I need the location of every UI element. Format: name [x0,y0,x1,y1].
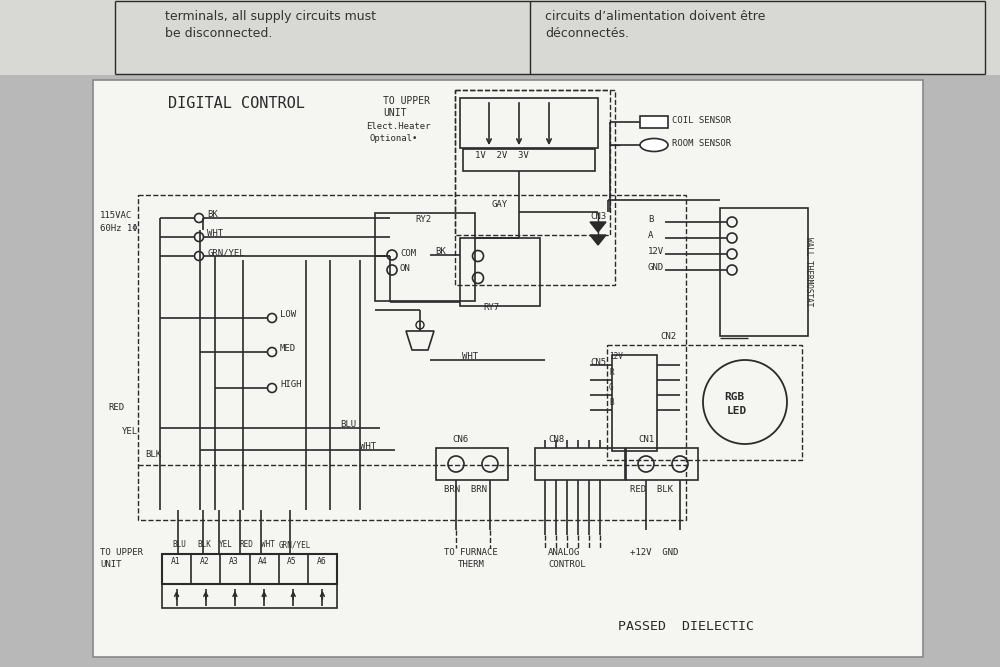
Text: A2: A2 [200,557,210,566]
Text: PASSED  DIELECTIC: PASSED DIELECTIC [618,620,754,633]
Text: CONTROL: CONTROL [548,560,586,569]
Text: ROOM SENSOR: ROOM SENSOR [672,139,731,148]
Text: 12V: 12V [648,247,664,256]
Text: B: B [609,398,614,407]
Text: GAY: GAY [492,200,508,209]
Text: circuits d’alimentation doivent être
déconnectés.: circuits d’alimentation doivent être déc… [545,10,765,40]
Text: 1V  2V  3V: 1V 2V 3V [475,151,529,160]
Text: +12V  GND: +12V GND [630,548,678,557]
Text: WHT: WHT [261,540,275,549]
Bar [375,213,475,301]
Text: WALL THERMOSTAT: WALL THERMOSTAT [804,237,813,307]
Text: TO FURNACE: TO FURNACE [444,548,498,557]
Bar [455,90,615,285]
Polygon shape [590,222,606,232]
Text: THERM: THERM [458,560,485,569]
Bar [612,355,657,451]
Text: COM: COM [400,249,416,258]
Text: RGB: RGB [724,392,744,402]
Bar [626,448,698,480]
Text: BK: BK [207,210,218,219]
Text: RY2: RY2 [415,215,431,224]
Text: Optional•: Optional• [370,134,418,143]
Bar [460,238,540,306]
Bar [138,195,686,520]
Bar [455,90,610,235]
Text: 12V: 12V [609,352,623,361]
Text: RED: RED [240,540,254,549]
Text: GND: GND [648,263,664,272]
Bar [640,116,668,128]
Text: R: R [609,368,614,377]
Text: CN2: CN2 [660,332,676,341]
Text: RED: RED [108,403,124,412]
Text: CN5: CN5 [590,358,606,367]
Bar [720,208,808,336]
Text: YEL: YEL [219,540,233,549]
Text: BRN  BRN: BRN BRN [444,485,487,494]
Text: ANALOG: ANALOG [548,548,580,557]
Text: CN1: CN1 [638,435,654,444]
Text: G: G [609,383,614,392]
Polygon shape [590,235,606,245]
Text: Elect.Heater: Elect.Heater [366,122,430,131]
Text: A5: A5 [287,557,297,566]
Text: WHT: WHT [207,229,223,238]
Text: WHT: WHT [462,352,478,361]
Text: YEL: YEL [122,427,138,436]
Text: LED: LED [727,406,747,416]
Bar [0,0,1000,75]
Text: CN6: CN6 [452,435,468,444]
Bar [460,98,598,148]
Text: WHT: WHT [360,442,376,451]
Ellipse shape [640,139,668,151]
Text: MED: MED [280,344,296,353]
Text: COIL SENSOR: COIL SENSOR [672,116,731,125]
Text: CN3: CN3 [590,212,606,221]
Text: GRN/YEL: GRN/YEL [279,540,311,549]
Text: LOW: LOW [280,310,296,319]
Text: 115VAC: 115VAC [100,211,132,220]
Text: BLU: BLU [340,420,356,429]
Text: BLK: BLK [197,540,211,549]
Text: A6: A6 [316,557,326,566]
Bar [436,448,508,480]
Text: GRN/YEL: GRN/YEL [207,248,245,257]
Text: DIGITAL CONTROL: DIGITAL CONTROL [168,96,305,111]
Text: terminals, all supply circuits must
be disconnected.: terminals, all supply circuits must be d… [165,10,376,40]
Text: ON: ON [400,264,411,273]
Text: BLK: BLK [145,450,161,459]
Text: CN8: CN8 [548,435,564,444]
Bar [607,345,802,460]
Text: RED  BLK: RED BLK [630,485,673,494]
Text: 60Hz 1Φ: 60Hz 1Φ [100,224,138,233]
Bar [93,80,923,657]
Bar [463,149,595,171]
Bar [162,554,337,584]
Text: A1: A1 [171,557,180,566]
Text: BLU: BLU [172,540,186,549]
Text: UNIT: UNIT [100,560,122,569]
Text: A: A [648,231,653,240]
Text: A4: A4 [258,557,268,566]
Text: HIGH: HIGH [280,380,302,389]
Text: RY7: RY7 [483,303,499,312]
Text: BK: BK [435,247,446,256]
Text: B: B [648,215,653,224]
Text: A3: A3 [229,557,239,566]
Text: TO UPPER: TO UPPER [100,548,143,557]
Bar [535,448,625,480]
Text: TO UPPER: TO UPPER [383,96,430,106]
Bar [162,584,337,608]
Text: UNIT: UNIT [383,108,406,118]
